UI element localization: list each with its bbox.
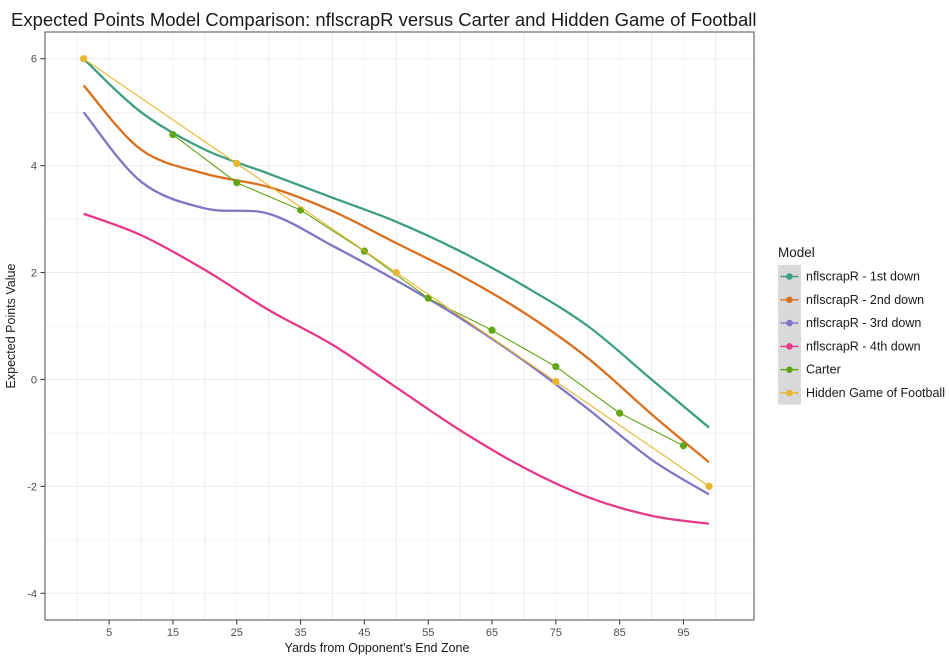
svg-text:Carter: Carter — [806, 363, 841, 377]
svg-text:nflscrapR - 1st down: nflscrapR - 1st down — [806, 270, 920, 284]
svg-text:75: 75 — [550, 627, 562, 639]
svg-text:5: 5 — [106, 627, 112, 639]
svg-text:Hidden Game of Football: Hidden Game of Football — [806, 386, 945, 400]
svg-text:nflscrapR - 4th down: nflscrapR - 4th down — [806, 339, 921, 353]
svg-text:15: 15 — [167, 627, 179, 639]
svg-text:55: 55 — [422, 627, 434, 639]
svg-text:2: 2 — [31, 268, 37, 280]
svg-text:-2: -2 — [27, 481, 37, 493]
svg-text:45: 45 — [358, 627, 370, 639]
svg-text:0: 0 — [31, 375, 37, 387]
svg-text:95: 95 — [677, 627, 689, 639]
svg-text:25: 25 — [231, 627, 243, 639]
svg-text:65: 65 — [486, 627, 498, 639]
svg-text:nflscrapR - 2nd down: nflscrapR - 2nd down — [806, 293, 924, 307]
svg-text:Model: Model — [778, 245, 815, 260]
svg-text:35: 35 — [294, 627, 306, 639]
svg-text:4: 4 — [31, 161, 37, 173]
svg-text:-4: -4 — [27, 588, 37, 600]
svg-text:6: 6 — [31, 54, 37, 66]
svg-text:nflscrapR - 3rd down: nflscrapR - 3rd down — [806, 316, 921, 330]
svg-text:85: 85 — [614, 627, 626, 639]
